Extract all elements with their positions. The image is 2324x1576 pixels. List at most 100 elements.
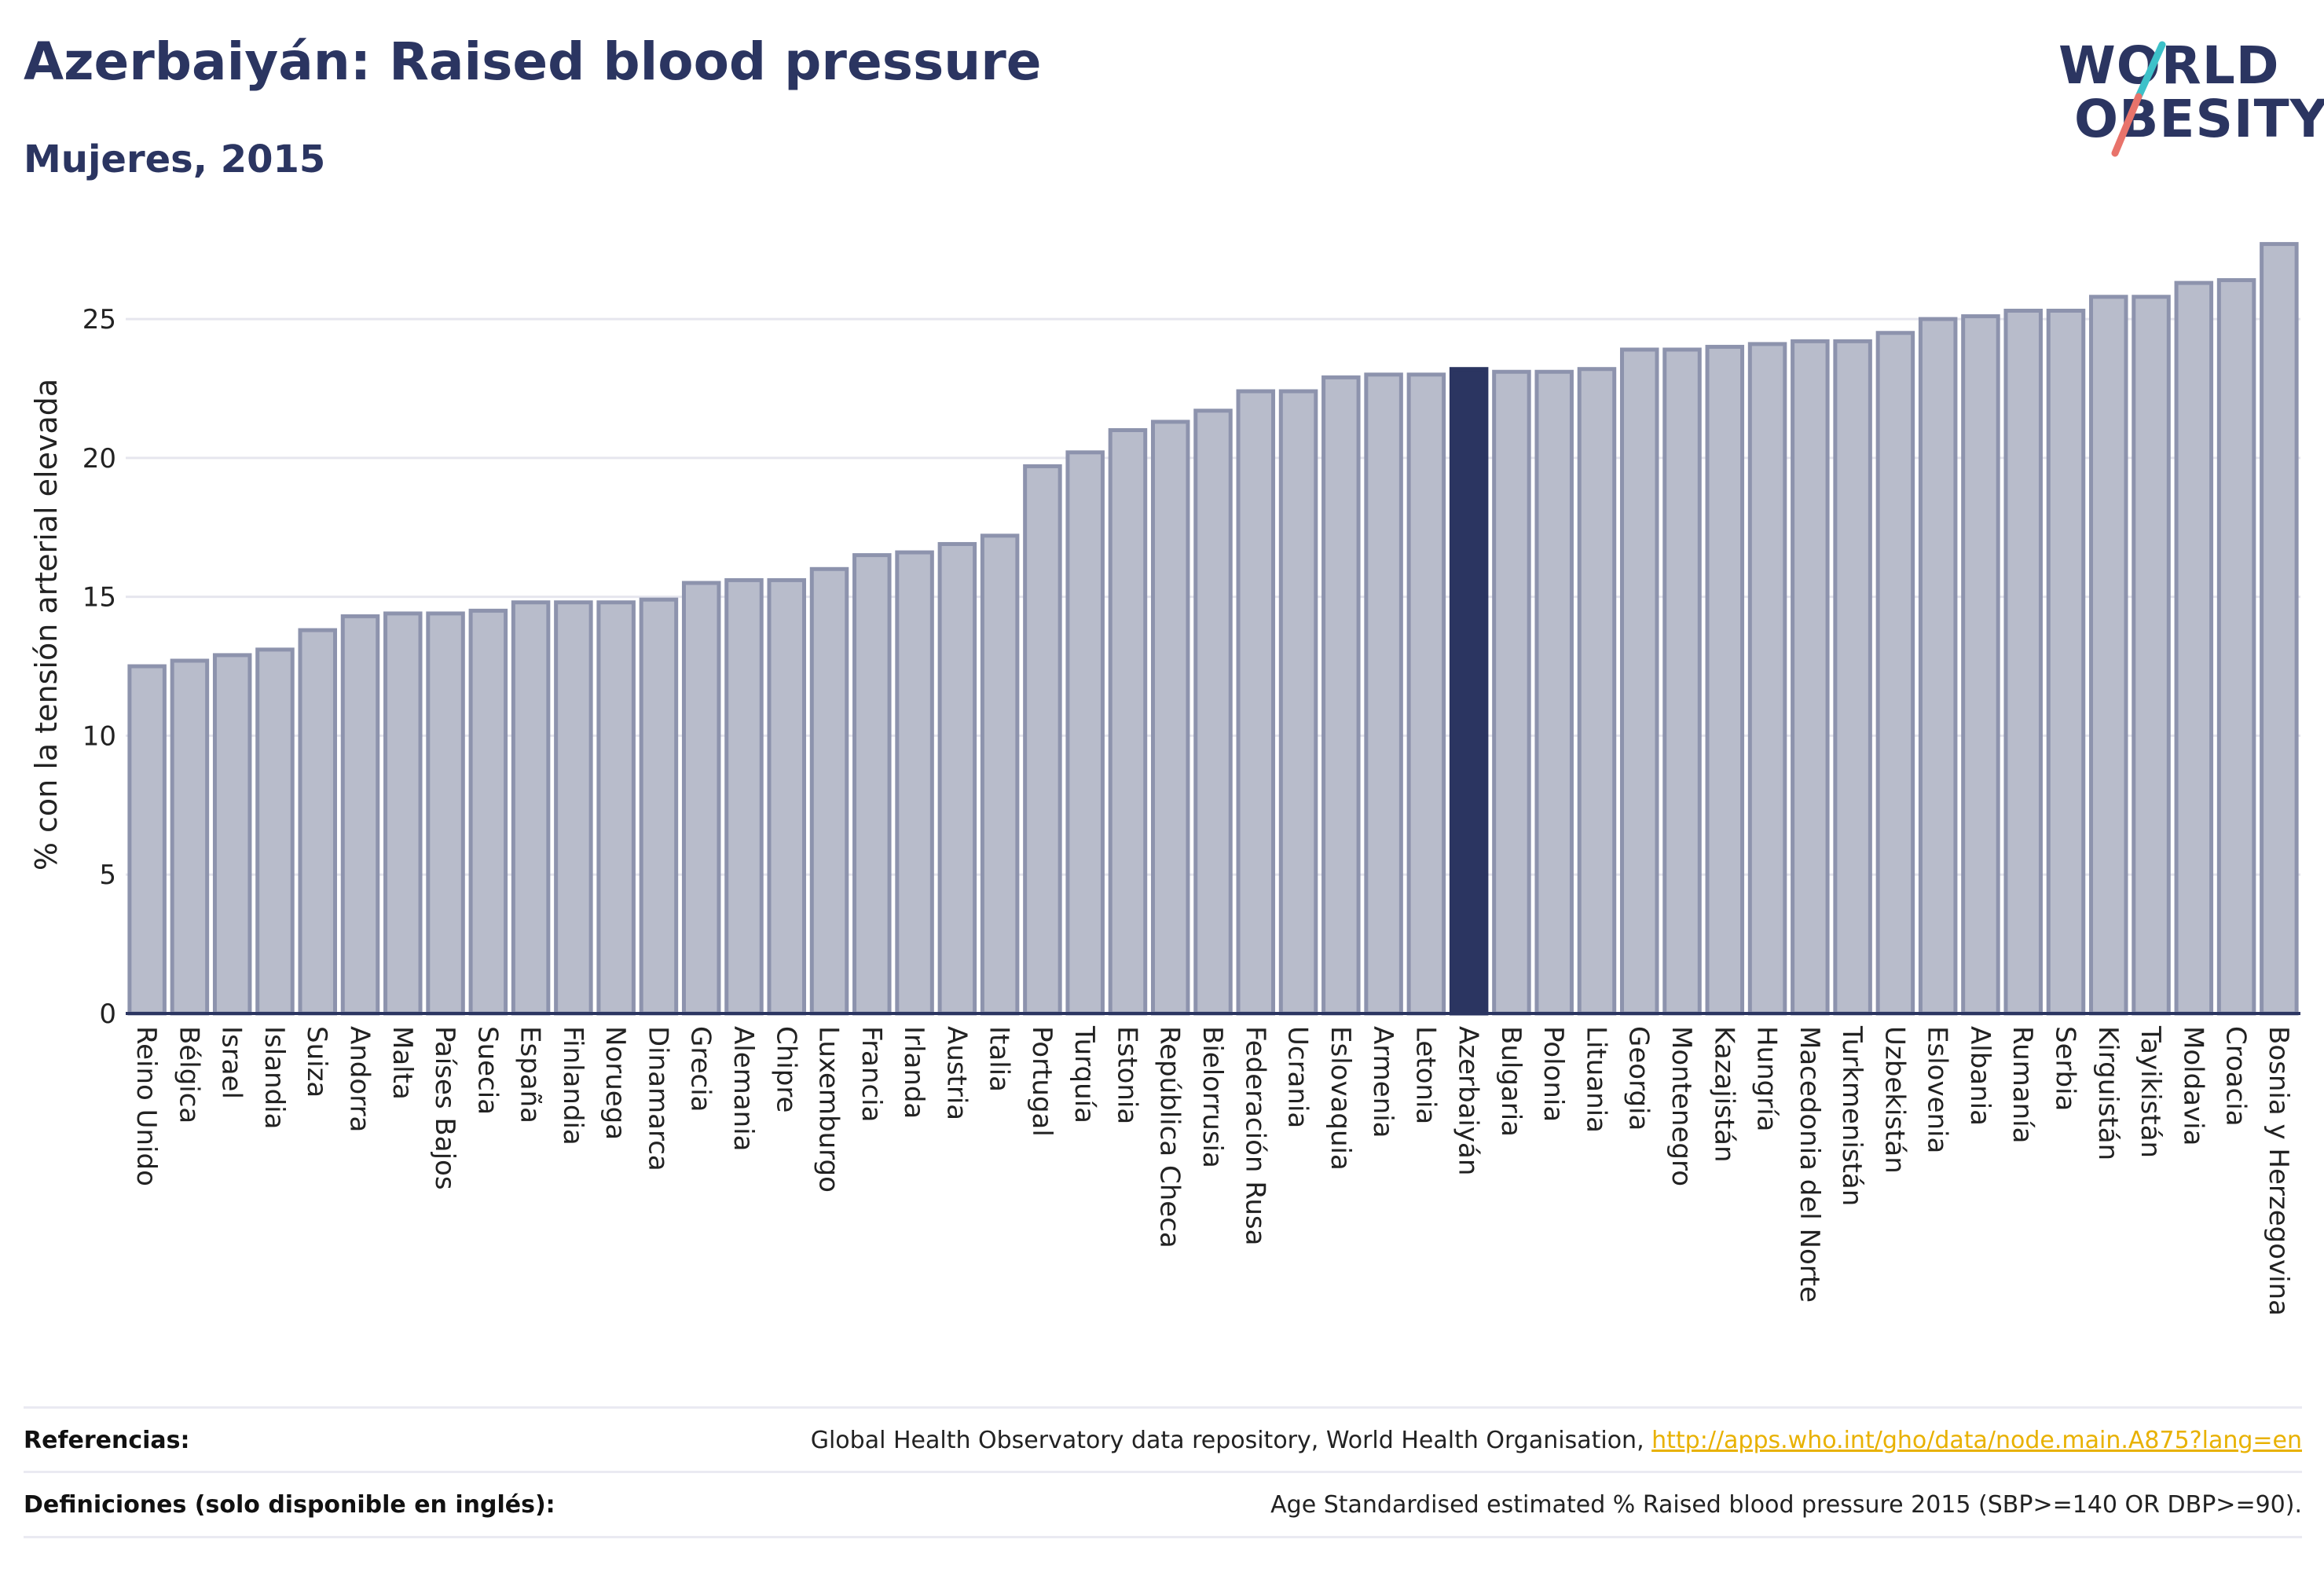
bar [1236,389,1276,1016]
x-tick-label: Irlanda [898,1026,929,1119]
chart-subtitle: Mujeres, 2015 [24,137,326,181]
definitions-text: Age Standardised estimated % Raised bloo… [1270,1490,2302,1519]
bar [1961,314,2000,1016]
x-tick-label: Bélgica [173,1026,204,1123]
bar [468,608,508,1016]
bar [1065,450,1105,1016]
bar [809,566,849,1016]
bar [1577,367,1617,1016]
y-tick-label: 15 [82,582,116,614]
x-tick-label: Eslovaquia [1325,1026,1356,1171]
bar [1406,372,1446,1016]
x-tick-label: Federación Rusa [1239,1026,1270,1245]
x-tick-label: Uzbekistán [1879,1026,1910,1174]
bar [639,597,679,1016]
references-link[interactable]: http://apps.who.int/gho/data/node.main.A… [1651,1426,2302,1454]
bar [2003,308,2043,1016]
x-tick-label: Malta [387,1026,418,1100]
bar [1662,347,1702,1016]
x-tick-label: Portugal [1026,1026,1058,1137]
x-tick-label: Reino Unido [130,1026,162,1186]
x-tick-label: Chipre [770,1026,801,1112]
references-row: Referencias: Global Health Observatory d… [24,1406,2302,1472]
bar [2216,278,2256,1016]
x-tick-label: Bosnia y Herzegovina [2263,1026,2294,1316]
logo-slash-icon [2111,41,2166,157]
bar [212,653,252,1016]
x-tick-label: Ucrania [1282,1026,1314,1128]
bar [2174,280,2214,1016]
bar [1150,420,1190,1016]
bar [2089,295,2128,1016]
x-tick-label: Turquía [1069,1025,1100,1123]
x-tick-label: España [515,1026,546,1123]
x-tick-label: Hungría [1751,1026,1783,1132]
bar [1492,369,1531,1016]
bar [1321,375,1361,1016]
references-text: Global Health Observatory data repositor… [810,1426,1652,1454]
bar [1108,428,1148,1016]
bar [724,577,764,1016]
logo-line-2: OBESITY [2074,89,2324,149]
x-tick-label: Estonia [1111,1026,1142,1124]
bar [1619,347,1659,1016]
bar [2260,242,2299,1016]
x-tick-label: Armenia [1367,1026,1398,1138]
x-tick-label: Andorra [344,1026,376,1132]
bar [2132,295,2171,1016]
x-tick-label: Suiza [301,1026,332,1098]
bar [767,577,807,1016]
bar [1193,409,1233,1016]
world-obesity-logo: WORLD OBESITY [2043,35,2324,169]
bar [681,581,721,1016]
x-tick-label: Lituania [1580,1026,1611,1133]
y-tick-label: 5 [99,859,116,891]
x-tick-label: Alemania [728,1026,759,1151]
x-tick-label: Albania [1964,1026,1996,1126]
x-tick-label: Luxemburgo [813,1026,845,1193]
y-tick-label: 10 [82,720,116,752]
x-tick-label: Eslovenia [1922,1026,1953,1153]
x-tick-label: Dinamarca [642,1026,673,1171]
x-tick-label: Moldavia [2177,1026,2209,1145]
logo-line-1: WORLD [2058,35,2280,96]
x-tick-label: Georgia [1623,1026,1655,1131]
bar [1023,464,1062,1016]
x-tick-label: Letonia [1409,1026,1441,1124]
bar [255,647,295,1016]
bar [1918,317,1958,1016]
bar [1705,344,1745,1016]
references-source: Global Health Observatory data repositor… [811,1427,2302,1454]
bar [1833,339,1872,1016]
x-tick-label: Austria [940,1026,972,1120]
x-tick-label: Turkmenistán [1836,1025,1868,1206]
bar [1747,342,1787,1016]
bar [596,600,636,1016]
bar [554,600,593,1016]
bar-chart: 0 5 10 15 20 25 % con la tensión arterial elev… [29,242,2300,1316]
x-tick-label: Noruega [599,1026,631,1140]
x-tick-label: Francia [856,1026,887,1122]
bar [170,658,210,1016]
bar [895,550,934,1016]
x-tick-label: Polonia [1538,1026,1569,1122]
x-tick-label: Montenegro [1666,1026,1697,1186]
bar [1449,367,1489,1016]
x-tick-label: Islandia [258,1026,290,1129]
x-tick-label: Suecia [471,1026,503,1115]
x-tick-label: Países Bajos [429,1026,460,1190]
bar [937,541,977,1016]
y-axis-label: % con la tensión arterial elevada [29,379,64,870]
bar [1278,389,1318,1016]
x-tick-label: Tayikistán [2135,1025,2166,1158]
x-tick-label: Croacia [2220,1026,2252,1127]
bar [1791,339,1830,1016]
x-tick-label: Israel [216,1026,247,1099]
references-label: Referencias: [24,1426,190,1454]
x-tick-label: Rumanía [2007,1026,2038,1143]
x-tick-label: Azerbaiyán [1453,1026,1484,1175]
bar [980,533,1020,1016]
x-tick-label: Kirguistán [2092,1026,2124,1160]
chart-title: Azerbaiyán: Raised blood pressure [24,31,1042,92]
bar [511,600,551,1016]
